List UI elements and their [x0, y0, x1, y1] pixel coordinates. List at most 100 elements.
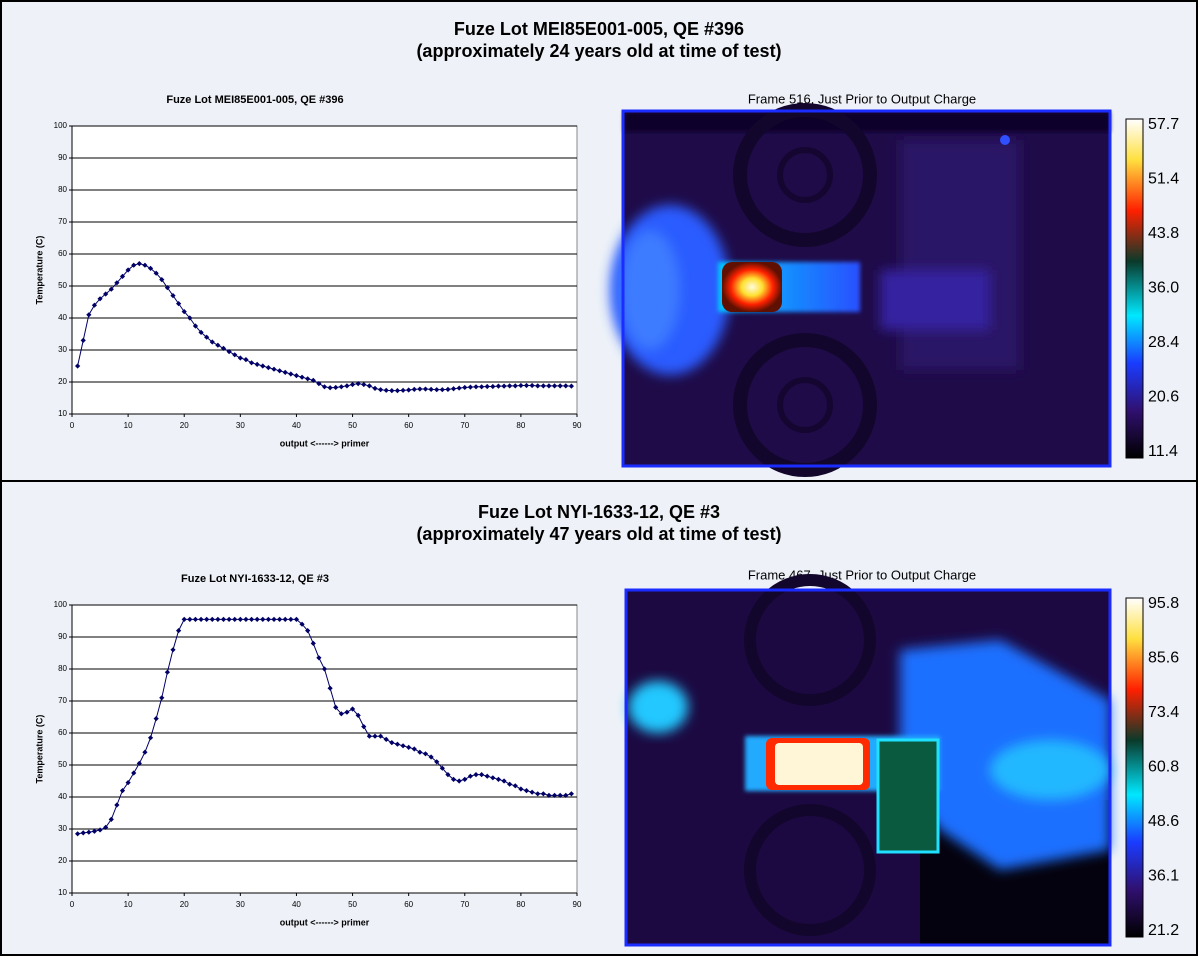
- data-point: [434, 759, 440, 765]
- colorbar-label: 11.4: [1148, 443, 1178, 460]
- data-point: [293, 373, 300, 379]
- data-point: [439, 765, 445, 771]
- data-point: [366, 733, 372, 739]
- data-point: [411, 386, 417, 392]
- data-point: [523, 788, 530, 794]
- data-point: [75, 831, 81, 837]
- data-point: [535, 383, 541, 389]
- data-point: [428, 754, 434, 760]
- data-point: [321, 666, 328, 672]
- data-point: [136, 261, 142, 267]
- y-tick-label: 10: [58, 888, 67, 897]
- data-point: [147, 735, 154, 741]
- data-point: [563, 792, 569, 798]
- data-point: [473, 384, 479, 390]
- data-point: [316, 655, 322, 661]
- data-point: [529, 789, 535, 795]
- data-point: [103, 291, 109, 297]
- plot-area: [71, 125, 578, 415]
- data-point: [176, 628, 182, 634]
- y-tick-label: 80: [58, 664, 67, 673]
- data-point: [507, 383, 513, 389]
- data-point: [265, 616, 271, 622]
- data-point: [237, 616, 243, 622]
- data-point: [507, 781, 513, 787]
- data-point: [321, 384, 328, 390]
- data-point: [310, 377, 316, 383]
- data-point: [327, 385, 333, 391]
- data-point: [97, 827, 103, 833]
- colorbar-label: 20.6: [1148, 389, 1179, 406]
- data-point: [479, 772, 485, 778]
- y-tick-label: 30: [58, 345, 67, 354]
- data-point: [153, 716, 159, 722]
- colorbar-label: 57.7: [1148, 116, 1179, 133]
- x-tick-label: 50: [348, 421, 357, 430]
- data-point: [333, 704, 339, 710]
- data-point: [327, 685, 333, 691]
- y-tick-label: 50: [58, 760, 67, 769]
- data-point: [108, 816, 114, 822]
- data-point: [372, 733, 378, 739]
- data-point: [114, 802, 120, 808]
- colorbar-label: 60.8: [1148, 759, 1179, 776]
- chart-title: Fuze Lot MEI85E001-005, QE #396: [166, 94, 343, 106]
- x-tick-label: 40: [292, 900, 301, 909]
- x-tick-label: 30: [236, 421, 245, 430]
- y-tick-label: 60: [58, 249, 67, 258]
- data-point: [226, 349, 232, 355]
- data-point: [254, 616, 260, 622]
- x-tick-label: 60: [404, 421, 413, 430]
- data-point: [114, 280, 120, 286]
- data-point: [299, 374, 305, 380]
- data-point: [125, 780, 131, 786]
- data-point: [484, 383, 490, 390]
- y-tick-label: 20: [58, 856, 67, 865]
- data-point: [389, 740, 395, 746]
- data-point: [277, 616, 283, 622]
- data-point: [271, 366, 277, 372]
- data-point: [91, 828, 98, 834]
- data-point: [181, 309, 187, 315]
- data-point: [170, 647, 176, 653]
- data-point: [557, 792, 563, 798]
- data-point: [282, 369, 288, 375]
- colorbar: [1125, 118, 1144, 459]
- data-point: [383, 736, 389, 742]
- data-point: [164, 285, 170, 291]
- colorbar-label: 51.4: [1148, 171, 1179, 188]
- x-tick-label: 50: [348, 900, 357, 909]
- data-point: [119, 273, 126, 279]
- x-tick-label: 10: [124, 900, 133, 909]
- data-point: [209, 339, 215, 345]
- data-point: [215, 342, 221, 348]
- data-point: [540, 383, 546, 389]
- x-tick-label: 70: [460, 421, 469, 430]
- data-point: [299, 621, 305, 627]
- data-point: [406, 387, 412, 393]
- data-point: [344, 709, 350, 715]
- data-point: [450, 776, 457, 782]
- data-point: [305, 628, 311, 634]
- data-point: [473, 772, 479, 778]
- data-point: [568, 791, 574, 797]
- data-point: [192, 323, 199, 329]
- data-point: [248, 360, 255, 366]
- data-point: [131, 770, 137, 776]
- colorbar-label: 73.4: [1148, 704, 1179, 721]
- data-point: [378, 387, 384, 393]
- x-tick-label: 40: [292, 421, 301, 430]
- data-point: [159, 277, 165, 283]
- data-point: [170, 293, 176, 299]
- data-point: [232, 352, 238, 358]
- colorbar: [1125, 597, 1144, 938]
- y-tick-label: 20: [58, 377, 67, 386]
- data-point: [445, 772, 451, 778]
- data-point: [361, 381, 367, 388]
- data-point: [260, 616, 266, 622]
- x-tick-label: 0: [70, 900, 75, 909]
- data-point: [254, 361, 260, 367]
- data-point: [422, 751, 429, 757]
